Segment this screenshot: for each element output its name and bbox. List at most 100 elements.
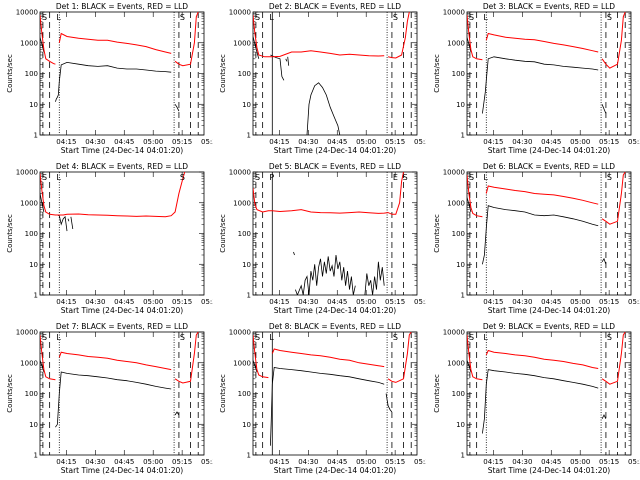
series-lld-line (40, 14, 56, 65)
y-tick-label: 1000 (233, 39, 251, 47)
marker-letter-label: S (469, 173, 474, 182)
x-axis-label: Start Time (24-Dec-14 04:01:20) (488, 146, 610, 155)
marker-letter-label: S (180, 13, 185, 22)
detector-panel-5: Det 5: BLACK = Events, RED = LLD 1 10 100 10… (213, 160, 426, 320)
series-events-line (285, 58, 288, 62)
marker-letter-label: L (56, 173, 61, 182)
y-tick-label: 100 (25, 390, 38, 398)
series-events-line (55, 61, 172, 102)
y-axis-label: Counts/sec (6, 54, 14, 93)
x-tick-label: 05:30 (414, 138, 426, 146)
x-tick-label: 05:30 (628, 298, 640, 306)
y-tick-label: 100 (25, 70, 38, 78)
y-tick-label: 10000 (229, 329, 251, 337)
plot-area (40, 12, 199, 135)
y-axis-label: Counts/sec (433, 214, 441, 253)
series-events-line (467, 360, 472, 373)
series-lld-line (485, 349, 599, 369)
x-axis-label: Start Time (24-Dec-14 04:01:20) (274, 146, 396, 155)
x-tick-label: 05:30 (201, 138, 213, 146)
y-tick-label: 1 (461, 452, 465, 460)
series-lld-line (174, 12, 199, 67)
series-lld-line (58, 32, 172, 54)
x-axis-label: Start Time (24-Dec-14 04:01:20) (61, 146, 183, 155)
series-lld-line (253, 14, 385, 58)
plot-area (253, 12, 412, 135)
series-lld-line (174, 332, 199, 384)
chart-title: Det 9: BLACK = Events, RED = LLD (483, 322, 615, 331)
series-events-line (270, 367, 385, 446)
x-tick-label: 05:15 (385, 138, 405, 146)
x-tick-label: 04:30 (85, 458, 105, 466)
x-tick-label: 04:15 (56, 298, 76, 306)
plot-area (253, 172, 404, 295)
chart-title: Det 7: BLACK = Events, RED = LLD (56, 322, 188, 331)
marker-letter-label: S (255, 13, 260, 22)
x-tick-label: 04:30 (85, 138, 105, 146)
plot-frame (252, 171, 418, 296)
detector-panel-7: Det 7: BLACK = Events, RED = LLD 1 10 100 10… (0, 320, 213, 480)
series-lld-line (253, 172, 404, 215)
y-tick-label: 10 (242, 101, 251, 109)
marker-letter-label: S (180, 333, 185, 342)
x-tick-label: 04:45 (114, 458, 134, 466)
series-lld-line (467, 174, 483, 218)
marker-letter-label: L (56, 13, 61, 22)
x-tick-label: 05:30 (201, 458, 213, 466)
y-tick-label: 1 (247, 452, 251, 460)
x-axis-label: Start Time (24-Dec-14 04:01:20) (488, 306, 610, 315)
chart-title: Det 4: BLACK = Events, RED = LLD (56, 162, 188, 171)
series-events-line (601, 104, 607, 114)
x-tick-label: 04:15 (269, 138, 289, 146)
marker-letter-label: L (483, 333, 488, 342)
marker-letter-label: S (403, 173, 408, 182)
marker-letter-label: E (393, 173, 398, 182)
x-tick-label: 05:15 (385, 458, 405, 466)
x-tick-label: 05:00 (143, 138, 163, 146)
x-tick-label: 05:30 (414, 458, 426, 466)
plot-frame (466, 171, 632, 296)
chart-title: Det 5: BLACK = Events, RED = LLD (269, 162, 401, 171)
series-events-line (174, 104, 180, 112)
x-tick-label: 05:15 (172, 138, 192, 146)
y-axis-label: Counts/sec (6, 374, 14, 413)
x-tick-label: 05:15 (172, 458, 192, 466)
chart-svg: Det 7: BLACK = Events, RED = LLD 1 10 100 10… (6, 322, 213, 475)
x-tick-label: 05:30 (628, 138, 640, 146)
plot-frame (39, 331, 205, 456)
y-tick-label: 1000 (233, 359, 251, 367)
detector-panel-6: Det 6: BLACK = Events, RED = LLD 1 10 100 10… (427, 160, 640, 320)
y-axis-label: Counts/sec (433, 54, 441, 93)
marker-letter-label: L (269, 13, 274, 22)
x-axis-label: Start Time (24-Dec-14 04:01:20) (274, 306, 396, 315)
series-events-line (174, 411, 180, 416)
y-tick-label: 100 (452, 70, 465, 78)
y-tick-label: 1000 (447, 39, 465, 47)
detector-panel-2: Det 2: BLACK = Events, RED = LLD 1 10 100 10… (213, 0, 426, 160)
series-lld-line (601, 332, 626, 385)
y-axis-label: Counts/sec (219, 54, 227, 93)
x-tick-label: 04:15 (269, 458, 289, 466)
x-tick-label: 05:15 (599, 298, 619, 306)
x-tick-label: 05:00 (143, 298, 163, 306)
chart-svg: Det 5: BLACK = Events, RED = LLD 1 10 100 10… (219, 162, 426, 315)
y-tick-label: 10 (29, 261, 38, 269)
series-events-line (57, 214, 68, 232)
marker-letter-label: L (56, 333, 61, 342)
y-tick-label: 1 (461, 292, 465, 300)
x-tick-label: 04:45 (327, 458, 347, 466)
y-axis-label: Counts/sec (219, 374, 227, 413)
x-tick-label: 04:30 (298, 458, 318, 466)
series-events-line (306, 82, 341, 135)
y-tick-label: 10 (29, 101, 38, 109)
chart-svg: Det 2: BLACK = Events, RED = LLD 1 10 100 10… (219, 2, 426, 155)
y-tick-label: 10000 (229, 169, 251, 177)
series-lld-line (58, 351, 172, 371)
series-lld-line (467, 14, 483, 61)
x-tick-label: 04:15 (483, 138, 503, 146)
plot-frame (252, 331, 418, 456)
plot-frame (39, 11, 205, 136)
series-lld-line (387, 332, 412, 383)
marker-letter-label: S (393, 333, 398, 342)
y-tick-label: 10000 (16, 9, 38, 17)
